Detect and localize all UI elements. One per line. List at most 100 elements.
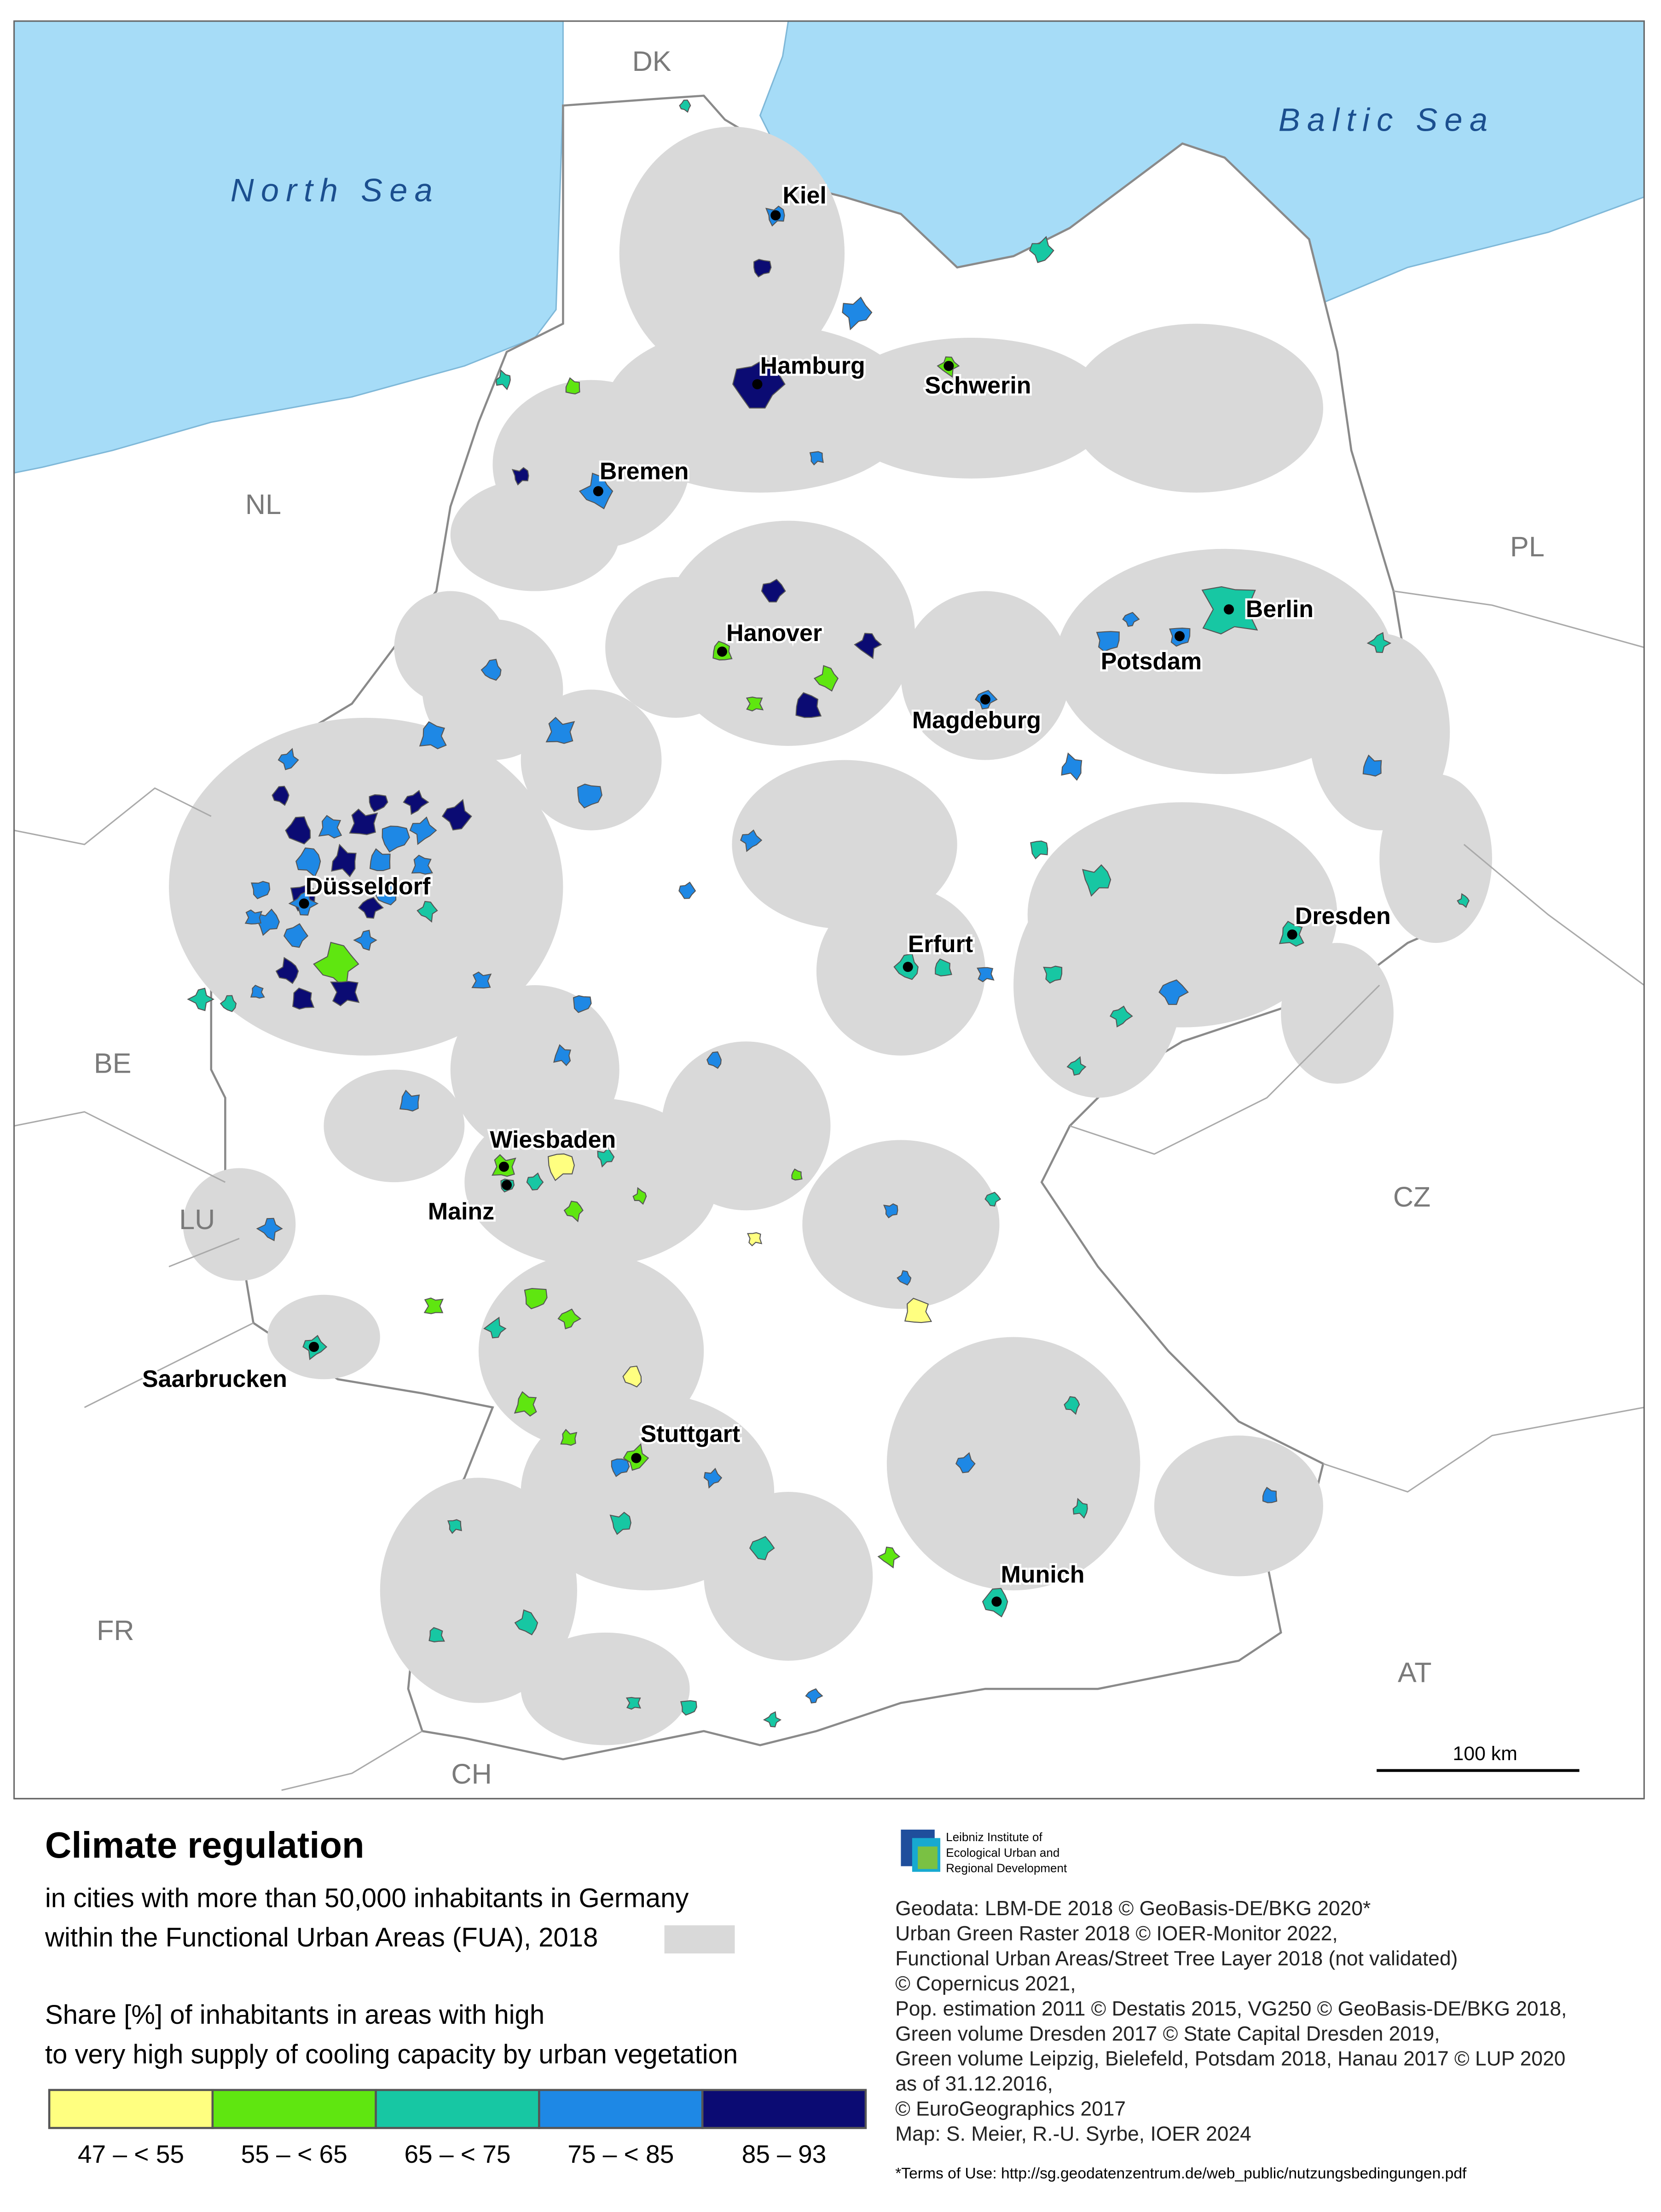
legend-swatch: [375, 2089, 540, 2129]
city-area: [1158, 979, 1189, 1005]
city-area: [358, 897, 384, 919]
city-area: [560, 1429, 578, 1446]
city-dot: [717, 647, 728, 657]
city-dot: [1224, 604, 1234, 615]
city-label: Dresden: [1295, 903, 1391, 930]
city-area: [285, 816, 311, 845]
city-area: [763, 1711, 782, 1727]
city-label: Kiel: [783, 182, 827, 209]
city-area: [353, 930, 377, 951]
city-label: Berlin: [1246, 596, 1314, 623]
institute-name: Regional Development: [946, 1861, 1067, 1875]
country-label: BE: [94, 1047, 132, 1079]
city-area: [283, 923, 309, 948]
city-area: [514, 1391, 537, 1417]
city-area: [679, 99, 691, 113]
country-label: PL: [1510, 531, 1545, 562]
city-area: [563, 1201, 584, 1223]
source-line: Geodata: LBM-DE 2018 © GeoBasis-DE/BKG 2…: [895, 1897, 1371, 1920]
fua-swatch: [664, 1925, 735, 1954]
city-area: [984, 1191, 1001, 1207]
fua-area: [619, 127, 845, 380]
city-area: [428, 1627, 445, 1643]
city-dot: [309, 1341, 319, 1352]
city-area: [625, 1697, 642, 1710]
city-area: [369, 794, 388, 813]
city-area: [441, 799, 472, 831]
source-line: Green volume Dresden 2017 © State Capita…: [895, 2022, 1440, 2045]
city-dot: [593, 486, 603, 497]
city-area: [220, 995, 237, 1012]
city-area: [565, 377, 580, 395]
city-area: [278, 748, 299, 770]
map-area: Kiel Hamburg Schwerin Bremen Hanover Berlin Po…: [13, 20, 1645, 1791]
city-area: [609, 1512, 631, 1535]
city-area: [753, 259, 772, 278]
fua-area: [450, 478, 619, 591]
fua-area: [830, 338, 1112, 479]
city-area: [399, 1089, 420, 1112]
city-area: [955, 1452, 976, 1473]
fua-area: [802, 1140, 1000, 1309]
city-area: [761, 578, 786, 603]
city-area: [318, 814, 342, 839]
fua-area: [1281, 943, 1394, 1084]
city-area: [877, 1546, 901, 1569]
city-area: [480, 658, 502, 681]
fua-area: [1055, 549, 1394, 774]
city-area: [749, 1536, 775, 1560]
city-area: [1061, 752, 1082, 781]
city-area: [935, 958, 952, 976]
fua-area: [605, 577, 746, 718]
city-area: [382, 826, 410, 853]
fua-area: [450, 985, 619, 1154]
fua-area: [183, 1168, 296, 1281]
city-area: [349, 809, 378, 835]
city-area: [553, 1044, 571, 1066]
city-label: Hanover: [726, 620, 822, 647]
sea-label: Baltic Sea: [1279, 102, 1495, 138]
sources: Geodata: LBM-DE 2018 © GeoBasis-DE/BKG 2…: [895, 1897, 1567, 2145]
legend-subtitle: in cities with more than 50,000 inhabita…: [45, 1883, 689, 1913]
fua-area: [169, 717, 563, 1056]
city-area: [703, 1467, 723, 1489]
city-area: [251, 881, 271, 900]
source-line: Functional Urban Areas/Street Tree Layer…: [895, 1947, 1458, 1970]
city-area: [447, 1519, 462, 1534]
legend-share-title: to very high supply of cooling capacity …: [45, 2039, 738, 2069]
city-area: [411, 855, 433, 875]
city-label: Potsdam: [1101, 648, 1202, 675]
sea-label: North Sea: [231, 172, 440, 208]
country-borders: [14, 590, 1645, 1791]
city-area: [1366, 632, 1392, 653]
city-area: [423, 1297, 444, 1314]
source-line: Green volume Leipzig, Bielefeld, Potsdam…: [895, 2048, 1565, 2070]
city-area: [403, 790, 429, 815]
legend-class-label: 47 – < 55: [78, 2140, 184, 2168]
city-dot: [299, 898, 309, 909]
legend-subtitle: within the Functional Urban Areas (FUA),…: [45, 1923, 598, 1952]
city-area: [611, 1458, 630, 1477]
city-area: [557, 1308, 582, 1329]
city-area: [573, 995, 592, 1013]
fua-area: [267, 1294, 380, 1380]
fua-area: [732, 760, 957, 929]
country-label: AT: [1398, 1657, 1432, 1688]
city-area: [805, 1688, 823, 1704]
city-area: [374, 882, 397, 906]
institute-name: Leibniz Institute of: [946, 1830, 1042, 1844]
city-area: [483, 1317, 507, 1339]
city-area: [256, 1218, 283, 1242]
legend-class-label: 65 – < 75: [404, 2140, 510, 2168]
north-sea: [13, 20, 564, 474]
city-area: [883, 1203, 898, 1219]
city-area: [680, 1700, 697, 1716]
city-area: [548, 1153, 575, 1181]
city-area: [524, 1288, 548, 1310]
city-dot: [980, 694, 990, 705]
city-area: [746, 696, 764, 711]
fua-area: [380, 1478, 577, 1703]
fua-area: [394, 591, 507, 704]
terms-of-use: *Terms of Use: http://sg.geodatenzentrum…: [895, 2165, 1467, 2182]
city-label: Erfurt: [908, 931, 973, 958]
